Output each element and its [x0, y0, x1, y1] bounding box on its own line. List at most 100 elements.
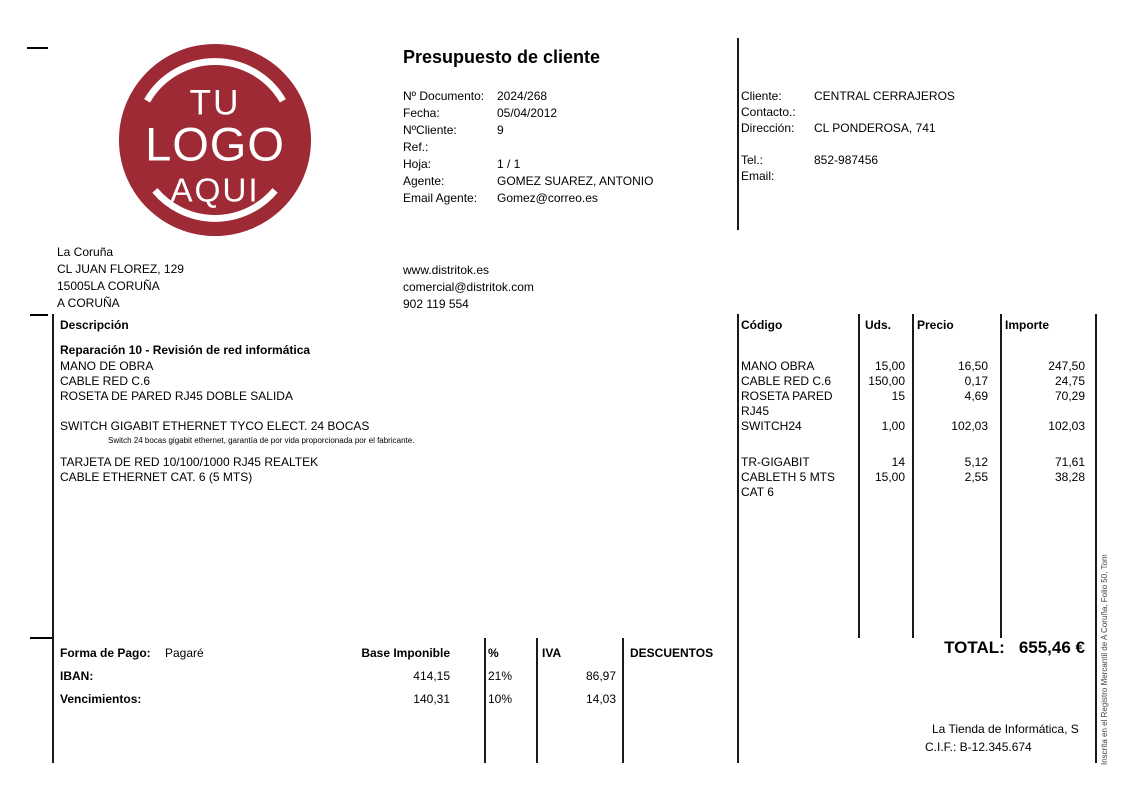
field-label: NºCliente: — [403, 123, 457, 137]
phone-value: 852-987456 — [814, 153, 879, 167]
item-price: 16,50 — [957, 359, 988, 373]
item-description: CABLE RED C.6 — [60, 374, 151, 388]
table-row: TARJETA DE RED 10/100/1000 RJ45 REALTEK … — [52, 455, 1095, 470]
field-row: Fecha: 05/04/2012 — [403, 105, 653, 122]
total-label: TOTAL: — [944, 638, 1005, 657]
item-price: 5,12 — [964, 455, 988, 469]
logo-text-line2: LOGO — [145, 118, 285, 171]
fold-mark-table — [30, 314, 48, 316]
field-row: NºCliente: 9 — [403, 122, 653, 139]
logo-text-line1: TU — [190, 84, 241, 123]
item-amount: 102,03 — [1048, 419, 1085, 433]
address-line: La Coruña — [57, 245, 114, 259]
item-units: 15,00 — [874, 359, 905, 373]
field-value: 9 — [497, 123, 504, 137]
tax-base-value: 414,15 — [413, 669, 450, 683]
item-amount: 247,50 — [1048, 359, 1085, 373]
document-fields: Nº Documento: 2024/268 Fecha: 05/04/2012 N… — [403, 88, 653, 207]
base-column-rule — [484, 638, 486, 763]
item-description: SWITCH GIGABIT ETHERNET TYCO ELECT. 24 B… — [52, 419, 737, 451]
item-amount: 70,29 — [1054, 389, 1085, 403]
iva-value: 86,97 — [585, 669, 616, 683]
item-units: 1,00 — [881, 419, 905, 433]
fold-mark-bottom — [30, 637, 52, 639]
logo-top-arc — [144, 58, 286, 103]
tax-base-value: 140,31 — [413, 692, 450, 706]
table-right-rule — [1095, 314, 1097, 763]
tax-pct-header: % — [488, 646, 499, 660]
item-units: 15 — [891, 389, 905, 403]
repair-group-title: Reparación 10 - Revisión de red informát… — [60, 343, 311, 357]
total-row: TOTAL: 655,46 € — [752, 638, 1085, 658]
field-row: Agente: GOMEZ SUAREZ, ANTONIO — [403, 173, 653, 190]
item-code: MANO OBRA — [741, 359, 815, 373]
item-code: SWITCH24 — [741, 419, 802, 433]
pct-column-rule — [536, 638, 538, 763]
field-label: Email Agente: — [403, 191, 478, 205]
field-value: Gomez@correo.es — [497, 191, 598, 205]
tax-pct-value: 21% — [488, 669, 513, 683]
item-description: MANO DE OBRA — [60, 359, 154, 373]
tax-pct-value: 10% — [488, 692, 513, 706]
client-block: Cliente: CENTRAL CERRAJEROS Contacto.: Di… — [741, 88, 955, 184]
field-label: Nº Documento: — [403, 89, 485, 103]
item-price: 2,55 — [964, 470, 988, 484]
item-amount: 38,28 — [1054, 470, 1085, 484]
address-line: CL JUAN FLOREZ, 129 — [57, 262, 184, 276]
importe-column-rule — [1000, 314, 1002, 638]
field-label: Ref.: — [403, 140, 429, 154]
field-row: Nº Documento: 2024/268 — [403, 88, 653, 105]
field-value: 2024/268 — [497, 89, 548, 103]
field-label: Fecha: — [403, 106, 440, 120]
table-row: CABLE RED C.6 CABLE RED C.6 150,00 0,17 … — [52, 374, 1095, 389]
header-uds: Uds. — [865, 318, 892, 332]
address-label: Dirección: — [741, 121, 795, 135]
item-price: 102,03 — [951, 419, 988, 433]
company-phone: 902 119 554 — [403, 297, 469, 311]
email-label: Email: — [741, 169, 775, 183]
field-value: 05/04/2012 — [497, 106, 558, 120]
registry-note: Inscrita en el Registro Mercantil de A C… — [1100, 554, 1109, 765]
item-price: 4,69 — [964, 389, 988, 403]
company-email: comercial@distritok.com — [403, 280, 534, 294]
total-value: 655,46 € — [1018, 638, 1085, 657]
payment-section: Forma de Pago: Pagaré IBAN: Vencimientos… — [52, 638, 1095, 765]
tax-base-header: Base Imponible — [361, 646, 450, 660]
company-contact: www.distritok.es comercial@distritok.com… — [403, 262, 534, 313]
iban-label: IBAN: — [60, 669, 94, 683]
discounts-header: DESCUENTOS — [630, 646, 714, 660]
item-amount: 71,61 — [1054, 455, 1085, 469]
table-row: CABLE ETHERNET CAT. 6 (5 MTS) CABLETH 5 … — [52, 470, 1095, 500]
item-units: 150,00 — [868, 374, 905, 388]
footer-company-name: La Tienda de Informática, S — [932, 722, 1079, 736]
table-row: ROSETA DE PARED RJ45 DOBLE SALIDA ROSETA… — [52, 389, 1095, 419]
company-website: www.distritok.es — [403, 263, 490, 277]
precio-column-rule — [912, 314, 914, 638]
page-title: Presupuesto de cliente — [403, 47, 601, 67]
client-label: Cliente: — [741, 89, 782, 103]
item-code: CABLETH 5 MTS CAT 6 — [741, 470, 836, 499]
item-code: TR-GIGABIT — [741, 455, 810, 469]
field-row: Hoja: 1 / 1 — [403, 156, 653, 173]
footer-cif: C.I.F.: B-12.345.674 — [925, 740, 1032, 754]
items-table-header: Descripción Código Uds. Precio Importe — [52, 318, 1095, 342]
table-row: SWITCH GIGABIT ETHERNET TYCO ELECT. 24 B… — [52, 419, 1095, 451]
address-value: CL PONDEROSA, 741 — [814, 121, 936, 135]
header-descripcion: Descripción — [60, 318, 129, 332]
table-left-rule — [52, 314, 54, 763]
iva-header: IVA — [542, 646, 562, 660]
logo-text-line3: AQUI — [170, 173, 259, 210]
item-description-note: Switch 24 bocas gigabit ethernet, garant… — [108, 436, 415, 445]
address-line: 15005LA CORUÑA — [57, 279, 160, 293]
logo-circle — [118, 43, 312, 237]
field-value: 1 / 1 — [497, 157, 521, 171]
item-code: ROSETA PARED RJ45 — [741, 389, 833, 418]
field-value: GOMEZ SUAREZ, ANTONIO — [497, 174, 654, 188]
header-precio: Precio — [917, 318, 954, 332]
payment-method-value: Pagaré — [165, 646, 204, 660]
item-code: CABLE RED C.6 — [741, 374, 832, 388]
items-table: Descripción Código Uds. Precio Importe R… — [52, 318, 1095, 500]
contact-label: Contacto.: — [741, 105, 796, 119]
item-price: 0,17 — [964, 374, 988, 388]
client-name: CENTRAL CERRAJEROS — [814, 89, 955, 103]
